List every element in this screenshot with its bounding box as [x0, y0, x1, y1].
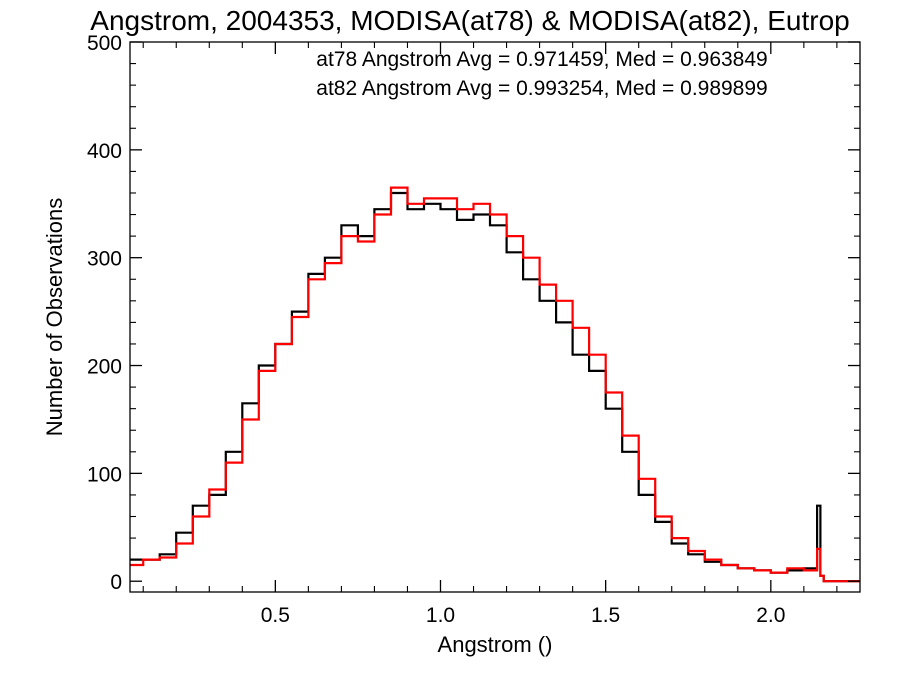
y-tick-label: 300	[87, 248, 122, 271]
x-tick-label: 1.5	[591, 604, 620, 627]
y-tick-label: 400	[87, 140, 122, 163]
y-tick-label: 100	[87, 463, 122, 486]
annotation-at78-stats: at78 Angstrom Avg = 0.971459, Med = 0.96…	[316, 48, 767, 71]
chart-title: Angstrom, 2004353, MODISA(at78) & MODISA…	[90, 5, 849, 36]
series-line-at82	[130, 186, 860, 583]
annotation-at82-stats: at82 Angstrom Avg = 0.993254, Med = 0.98…	[316, 77, 767, 100]
y-tick-label: 0	[110, 571, 122, 594]
plot-frame	[129, 41, 861, 593]
x-tick-label: 2.0	[756, 604, 785, 627]
x-tick-label: 0.5	[261, 604, 290, 627]
y-tick-label: 200	[87, 356, 122, 379]
y-axis-label: Number of Observations	[42, 198, 67, 436]
x-axis-label: Angstrom ()	[438, 632, 553, 657]
series-line-at78	[130, 191, 860, 583]
x-tick-label: 1.0	[426, 604, 455, 627]
plot-area: 0.5 1.0 1.5 2.0 0 100 200 300 400 500	[87, 32, 861, 627]
y-tick-label: 500	[87, 32, 122, 55]
